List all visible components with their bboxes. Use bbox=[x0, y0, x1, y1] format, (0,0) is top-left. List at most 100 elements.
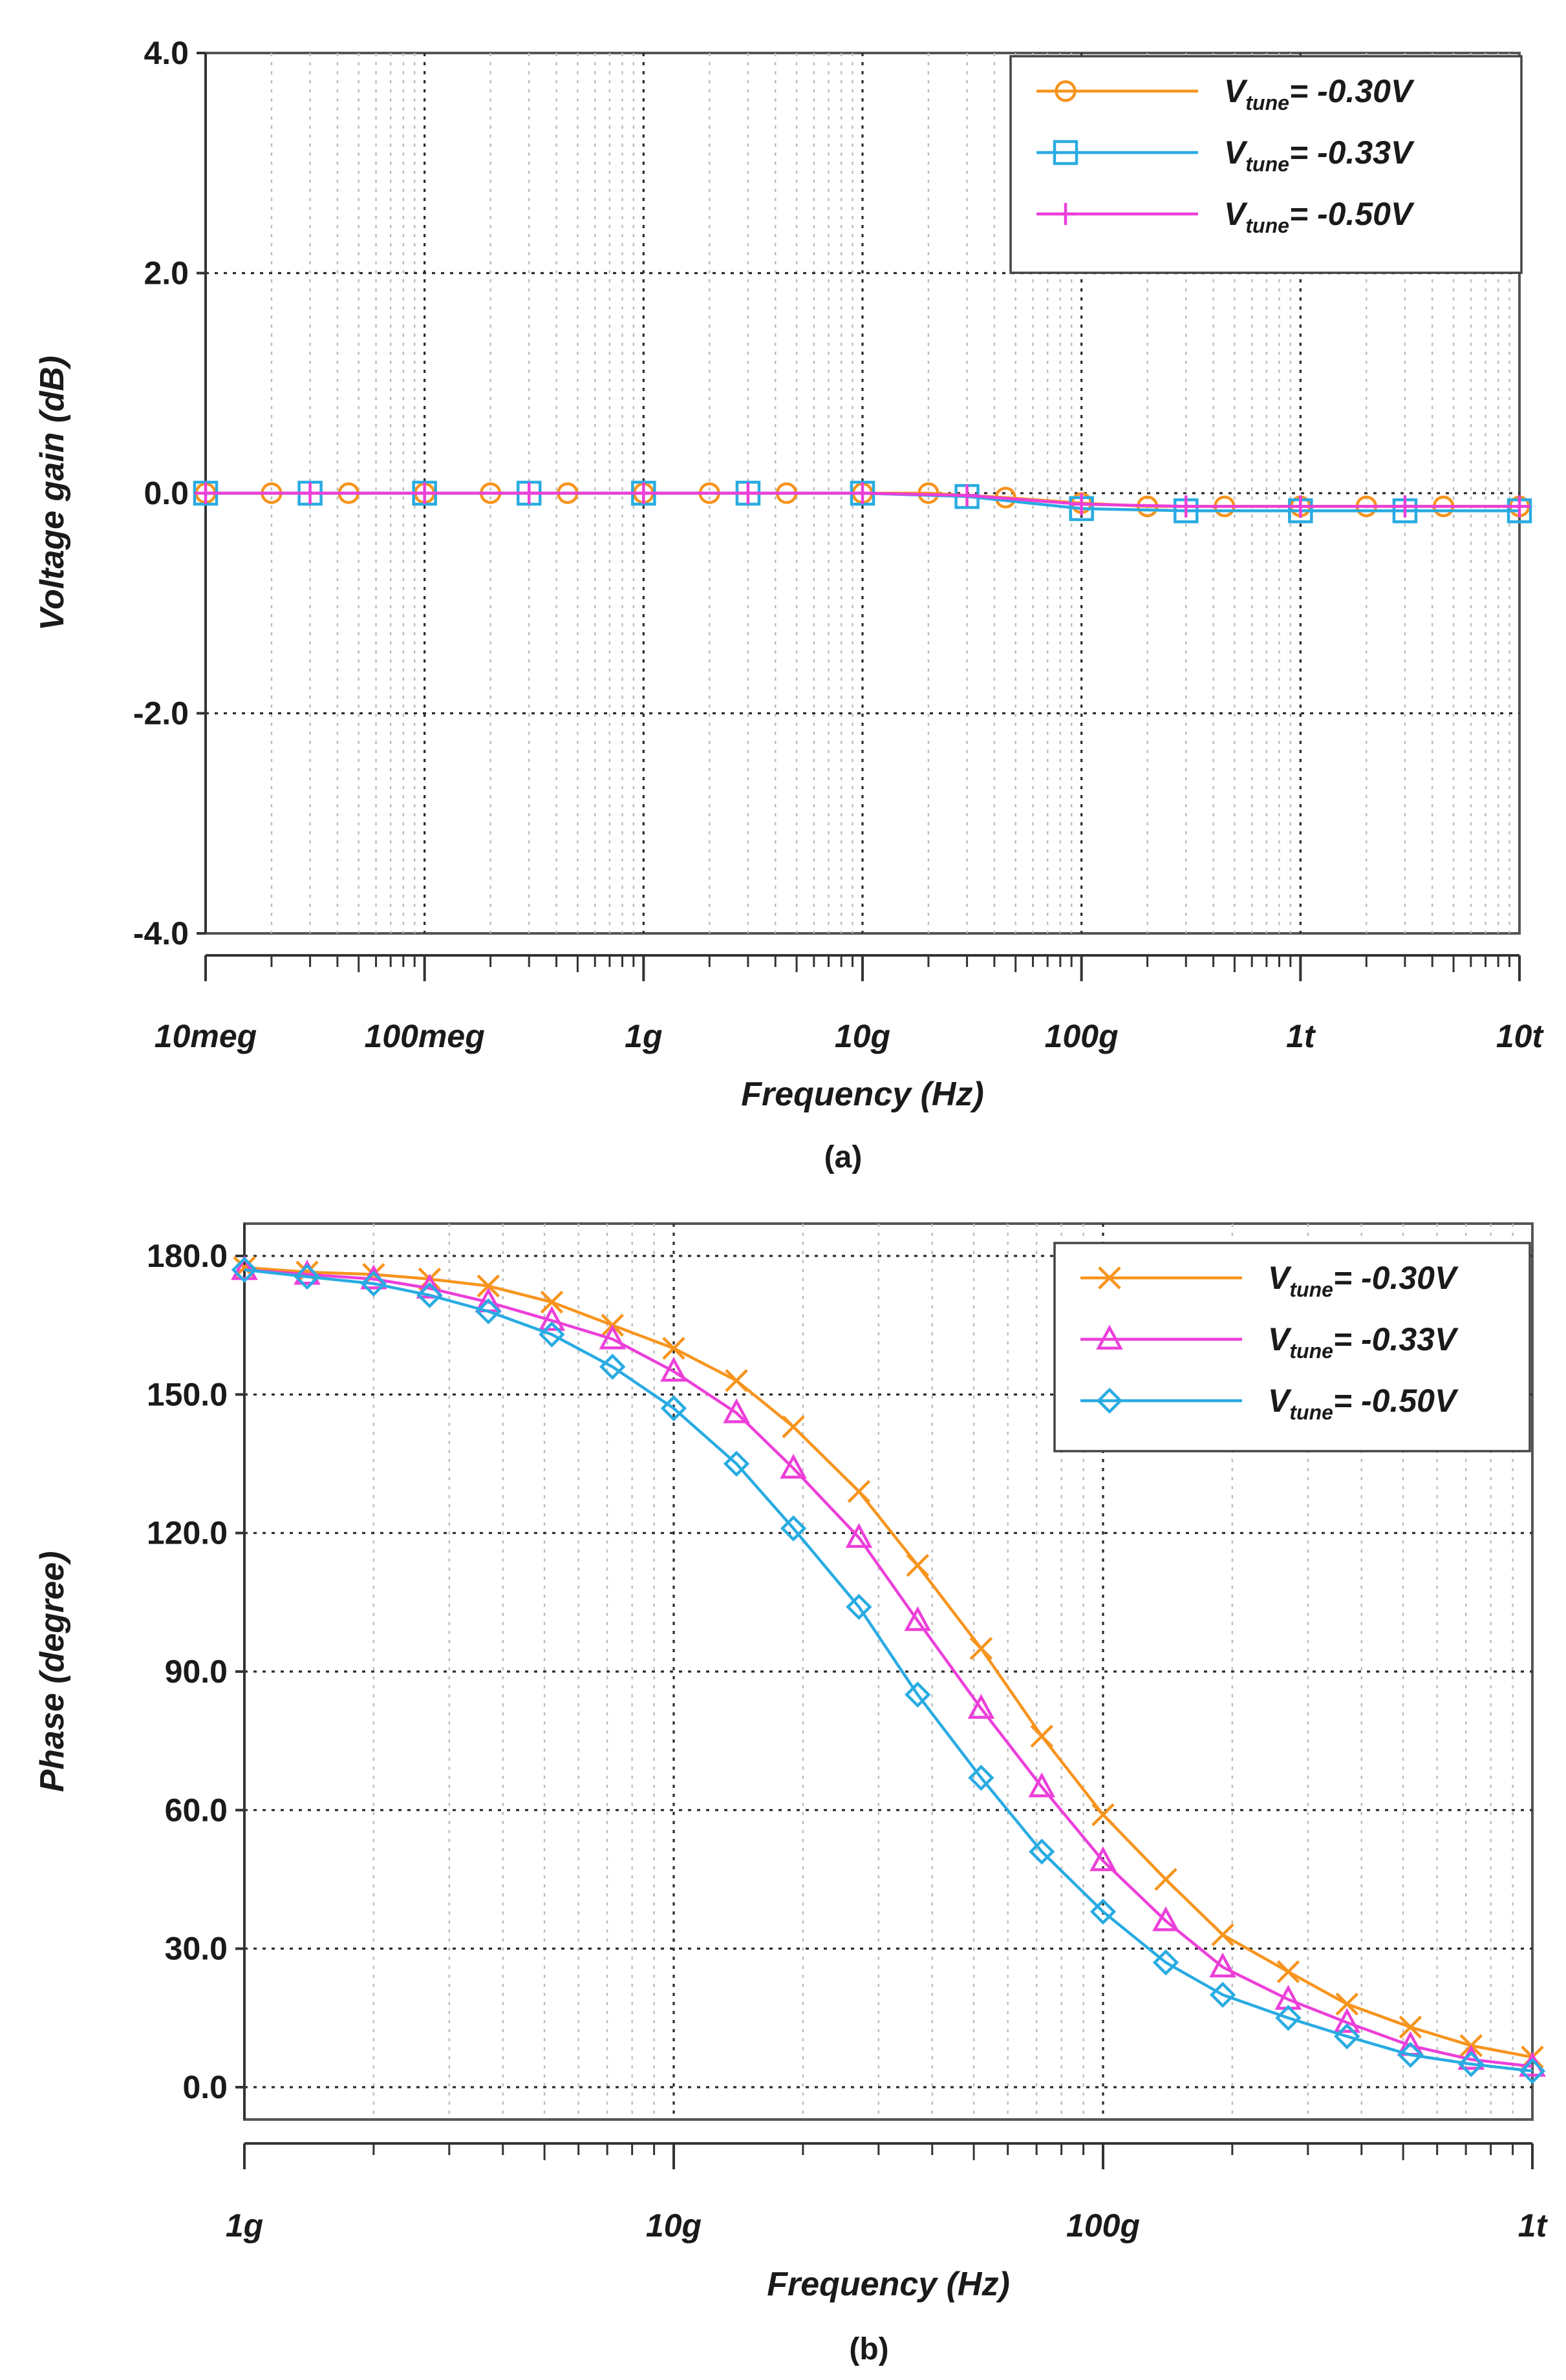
y-tick-label: 90.0 bbox=[165, 1653, 228, 1690]
data-point bbox=[1028, 1772, 1056, 1798]
x-tick-label: 10g bbox=[835, 1018, 890, 1054]
data-point bbox=[599, 1324, 627, 1350]
data-point bbox=[967, 1694, 995, 1719]
legend-marker bbox=[1055, 203, 1077, 225]
legend-label: Vtune= -0.30V bbox=[1268, 1260, 1459, 1301]
data-point bbox=[1209, 1981, 1236, 2008]
data-point bbox=[1091, 1803, 1115, 1827]
data-point bbox=[736, 482, 759, 504]
x-tick-label: 1g bbox=[625, 1018, 662, 1054]
data-point bbox=[1211, 1923, 1234, 1946]
data-point bbox=[538, 1306, 566, 1331]
data-point bbox=[847, 1480, 871, 1503]
data-point bbox=[195, 482, 217, 504]
x-tick-label: 100g bbox=[1045, 1018, 1119, 1054]
data-point bbox=[1458, 2051, 1485, 2077]
data-point bbox=[660, 1395, 687, 1421]
data-point bbox=[1519, 2057, 1546, 2085]
data-point bbox=[1152, 1906, 1179, 1931]
x-tick-label: 10g bbox=[646, 2207, 702, 2244]
legend-marker bbox=[1098, 1266, 1121, 1290]
data-point bbox=[904, 1606, 932, 1631]
data-point bbox=[1399, 2015, 1422, 2039]
legend-label-sub: tune bbox=[1245, 153, 1289, 176]
data-point bbox=[725, 1369, 748, 1392]
data-point bbox=[662, 1337, 685, 1360]
data-point bbox=[1030, 1725, 1054, 1748]
legend-marker bbox=[1055, 80, 1077, 102]
series-layer-a bbox=[193, 480, 1532, 524]
legend-label-sub: tune bbox=[1289, 1278, 1333, 1301]
data-point bbox=[1289, 495, 1312, 518]
legend-label-main: V bbox=[1224, 73, 1248, 109]
data-point bbox=[632, 482, 655, 504]
data-point bbox=[416, 1273, 444, 1299]
legend-label-sub: tune bbox=[1245, 214, 1289, 237]
series-line bbox=[244, 1268, 1533, 2068]
legend-label: Vtune= -0.50V bbox=[1268, 1383, 1459, 1424]
x-tick-label: 1g bbox=[226, 2207, 263, 2244]
data-point bbox=[1175, 495, 1197, 518]
legend-label-rest: = -0.33V bbox=[1333, 1321, 1459, 1357]
x-tick-label: 1t bbox=[1518, 2207, 1549, 2244]
y-tick-label: 150.0 bbox=[147, 1376, 228, 1412]
y-tick-label: 2.0 bbox=[144, 255, 189, 292]
y-tick-label: 60.0 bbox=[165, 1792, 228, 1828]
series-layer-b bbox=[231, 1255, 1546, 2085]
legend-label-main: V bbox=[1224, 134, 1248, 171]
y-tick-label: 0.0 bbox=[144, 475, 189, 511]
data-point bbox=[518, 482, 541, 504]
y-tick-label: -2.0 bbox=[133, 696, 189, 732]
y-tick-label: -4.0 bbox=[133, 915, 189, 951]
data-point bbox=[660, 1357, 687, 1382]
data-point bbox=[1334, 2023, 1360, 2050]
data-point bbox=[1154, 1867, 1177, 1891]
data-point bbox=[231, 1255, 258, 1280]
data-point bbox=[540, 1290, 564, 1314]
chart-panel-b: 0.0 30.0 60.0 90.0 120.0 150.0 180.0 1g 10g 100g 1… bbox=[34, 1222, 1549, 2366]
legend-label-main: V bbox=[1224, 196, 1248, 232]
y-tick-label: 0.0 bbox=[182, 2069, 228, 2105]
data-point bbox=[845, 1523, 873, 1548]
x-axis-label: Frequency (Hz) bbox=[741, 1076, 984, 1113]
data-point bbox=[956, 484, 978, 507]
legend-entry-1: Vtune= -0.33V bbox=[1036, 134, 1415, 176]
data-point bbox=[1070, 493, 1093, 516]
x-axis-label: Frequency (Hz) bbox=[767, 2266, 1010, 2303]
data-point bbox=[969, 1637, 993, 1661]
legend-label-main: V bbox=[1268, 1383, 1292, 1419]
legend-label: Vtune= -0.33V bbox=[1224, 134, 1415, 176]
legend-entry-2: Vtune= -0.50V bbox=[1080, 1383, 1459, 1424]
x-tick-label: 100meg bbox=[365, 1018, 485, 1054]
legend-label-rest: = -0.33V bbox=[1289, 134, 1415, 171]
series-b-2 bbox=[231, 1257, 1546, 2085]
data-point bbox=[1508, 495, 1530, 518]
data-point bbox=[968, 1765, 994, 1791]
legend-label-rest: = -0.30V bbox=[1333, 1260, 1459, 1296]
data-point bbox=[723, 1398, 750, 1423]
legend-label-main: V bbox=[1268, 1260, 1292, 1296]
data-point bbox=[231, 1257, 258, 1283]
data-point bbox=[1152, 1949, 1179, 1976]
data-point bbox=[906, 1553, 930, 1577]
data-point bbox=[1397, 2041, 1424, 2068]
legend-label-rest: = -0.50V bbox=[1289, 196, 1415, 232]
y-tick-label: 30.0 bbox=[165, 1931, 228, 1967]
data-point bbox=[416, 1282, 443, 1308]
data-point bbox=[905, 1681, 931, 1708]
data-point bbox=[780, 1515, 807, 1542]
data-point bbox=[477, 1274, 500, 1298]
y-axis-label: Voltage gain (dB) bbox=[34, 356, 71, 631]
data-point bbox=[475, 1298, 502, 1324]
data-point bbox=[1089, 1898, 1117, 1925]
legend-label: Vtune= -0.30V bbox=[1224, 73, 1415, 114]
data-point bbox=[299, 482, 321, 504]
data-point bbox=[1335, 1992, 1359, 2016]
data-point bbox=[852, 482, 874, 504]
x-tick-label: 10meg bbox=[155, 1018, 257, 1054]
data-point bbox=[360, 1270, 387, 1297]
y-axis-label: Phase (degree) bbox=[34, 1551, 71, 1792]
